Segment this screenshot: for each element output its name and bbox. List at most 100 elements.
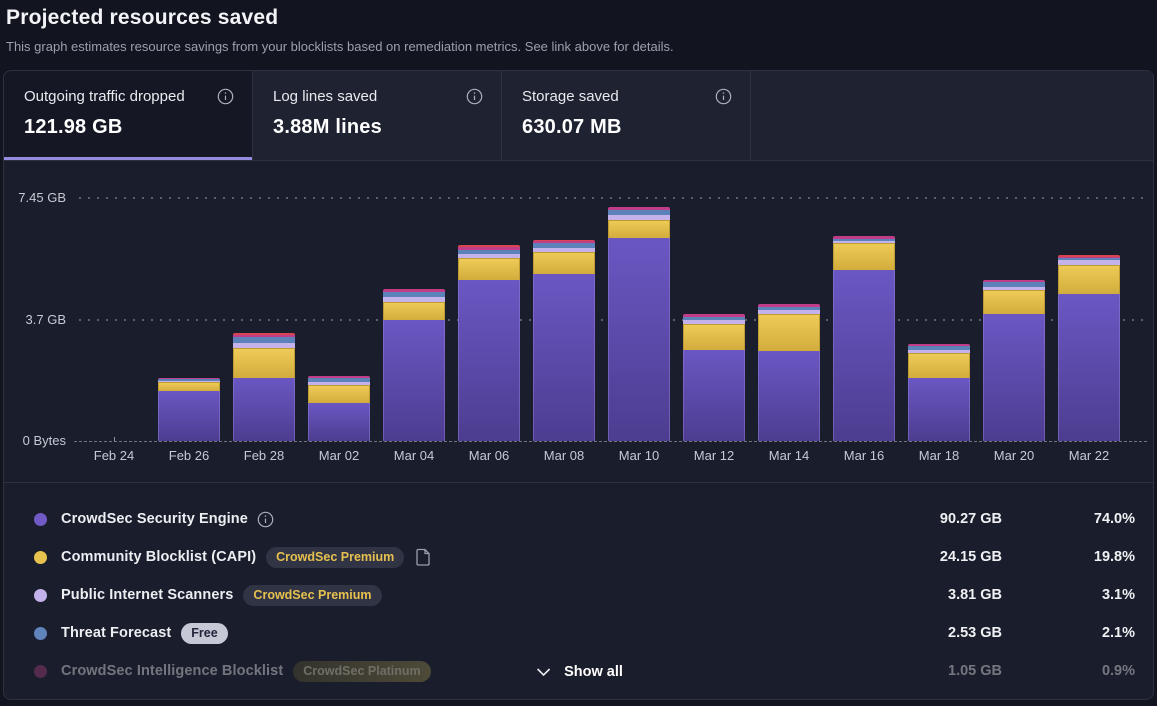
bar-segment[interactable] bbox=[1058, 265, 1120, 294]
bar-mar-08[interactable] bbox=[533, 240, 595, 441]
bar-mar-12[interactable] bbox=[683, 314, 745, 441]
bar-segment[interactable] bbox=[158, 382, 220, 392]
bar-segment[interactable] bbox=[833, 243, 895, 271]
bar-segment[interactable] bbox=[758, 313, 820, 351]
bar-segment[interactable] bbox=[983, 282, 1045, 288]
bar-segment[interactable] bbox=[533, 273, 595, 441]
legend-row-public-internet-scanners[interactable]: Public Internet Scanners CrowdSec Premiu… bbox=[4, 576, 1153, 614]
bar-mar-10[interactable] bbox=[608, 207, 670, 441]
document-icon[interactable] bbox=[416, 548, 431, 566]
bar-segment[interactable] bbox=[458, 254, 520, 258]
legend-color-dot bbox=[34, 664, 47, 678]
bar-segment[interactable] bbox=[983, 313, 1045, 441]
bar-segment[interactable] bbox=[833, 236, 895, 240]
tab-outgoing-traffic-dropped[interactable]: Outgoing traffic dropped 121.98 GB bbox=[4, 71, 253, 160]
bar-segment[interactable] bbox=[383, 291, 445, 297]
bar-segment[interactable] bbox=[1058, 260, 1120, 266]
bar-segment[interactable] bbox=[308, 385, 370, 404]
bar-segment[interactable] bbox=[608, 220, 670, 239]
bar-segment[interactable] bbox=[908, 343, 970, 346]
bar-segment[interactable] bbox=[758, 306, 820, 310]
bar-segment[interactable] bbox=[908, 378, 970, 441]
bar-segment[interactable] bbox=[683, 314, 745, 318]
bar-segment[interactable] bbox=[308, 378, 370, 383]
bar-segment[interactable] bbox=[383, 319, 445, 441]
bar-segment[interactable] bbox=[683, 323, 745, 350]
bar-segment[interactable] bbox=[1058, 293, 1120, 441]
bar-segment[interactable] bbox=[908, 345, 970, 350]
bar-segment[interactable] bbox=[533, 240, 595, 242]
bar-mar-20[interactable] bbox=[983, 280, 1045, 441]
bar-segment[interactable] bbox=[458, 257, 520, 280]
bar-segment[interactable] bbox=[533, 241, 595, 244]
bar-segment[interactable] bbox=[458, 279, 520, 441]
bar-mar-06[interactable] bbox=[458, 245, 520, 441]
bar-segment[interactable] bbox=[533, 247, 595, 253]
x-axis-label: Mar 12 bbox=[693, 448, 735, 463]
bar-segment[interactable] bbox=[608, 215, 670, 221]
bar-segment[interactable] bbox=[458, 247, 520, 251]
bar-segment[interactable] bbox=[758, 309, 820, 314]
bar-segment[interactable] bbox=[608, 207, 670, 211]
bar-segment[interactable] bbox=[608, 238, 670, 441]
bar-segment[interactable] bbox=[233, 378, 295, 441]
bar-segment[interactable] bbox=[158, 391, 220, 441]
info-icon[interactable] bbox=[257, 511, 274, 528]
bar-segment[interactable] bbox=[983, 289, 1045, 314]
info-icon[interactable] bbox=[466, 88, 483, 105]
legend-row-threat-forecast[interactable]: Threat Forecast Free 2.53 GB 2.1% bbox=[4, 614, 1153, 652]
info-icon[interactable] bbox=[217, 88, 234, 105]
tab-log-lines-saved[interactable]: Log lines saved 3.88M lines bbox=[253, 71, 502, 160]
bar-segment[interactable] bbox=[308, 382, 370, 386]
bar-segment[interactable] bbox=[983, 280, 1045, 283]
bar-segment[interactable] bbox=[683, 349, 745, 441]
bar-segment[interactable] bbox=[233, 336, 295, 343]
bar-mar-04[interactable] bbox=[383, 289, 445, 441]
bar-segment[interactable] bbox=[983, 287, 1045, 290]
bar-segment[interactable] bbox=[1058, 258, 1120, 261]
bar-segment[interactable] bbox=[758, 350, 820, 441]
info-icon[interactable] bbox=[715, 88, 732, 105]
bar-segment[interactable] bbox=[158, 377, 220, 380]
bar-segment[interactable] bbox=[308, 376, 370, 379]
bar-mar-02[interactable] bbox=[308, 376, 370, 441]
bar-segment[interactable] bbox=[1058, 255, 1120, 258]
bar-segment[interactable] bbox=[158, 380, 220, 383]
bar-feb-28[interactable] bbox=[233, 333, 295, 441]
bar-segment[interactable] bbox=[683, 317, 745, 320]
bar-segment[interactable] bbox=[233, 342, 295, 348]
bar-segment[interactable] bbox=[458, 250, 520, 255]
bar-segment[interactable] bbox=[383, 296, 445, 302]
bar-segment[interactable] bbox=[1058, 257, 1120, 259]
show-all-button[interactable]: Show all bbox=[534, 657, 623, 687]
bar-segment[interactable] bbox=[233, 347, 295, 379]
tab-storage-saved[interactable]: Storage saved 630.07 MB bbox=[502, 71, 751, 160]
bar-segment[interactable] bbox=[533, 243, 595, 248]
bar-mar-16[interactable] bbox=[833, 236, 895, 441]
bar-segment[interactable] bbox=[833, 239, 895, 242]
bar-segment[interactable] bbox=[533, 252, 595, 274]
bar-mar-22[interactable] bbox=[1058, 255, 1120, 441]
legend-row-community-blocklist[interactable]: Community Blocklist (CAPI) CrowdSec Prem… bbox=[4, 538, 1153, 576]
legend-row-intelligence-blocklist[interactable]: CrowdSec Intelligence Blocklist CrowdSec… bbox=[4, 652, 1153, 690]
bar-mar-18[interactable] bbox=[908, 343, 970, 441]
bar-segment[interactable] bbox=[158, 379, 220, 381]
bar-segment[interactable] bbox=[383, 301, 445, 320]
bar-segment[interactable] bbox=[908, 352, 970, 379]
page-title: Projected resources saved bbox=[6, 6, 279, 29]
bar-feb-26[interactable] bbox=[158, 377, 220, 441]
bar-segment[interactable] bbox=[833, 241, 895, 244]
bar-segment[interactable] bbox=[608, 210, 670, 216]
bar-segment[interactable] bbox=[833, 270, 895, 441]
bar-segment[interactable] bbox=[758, 304, 820, 307]
bar-segment[interactable] bbox=[308, 403, 370, 441]
legend-color-dot bbox=[34, 626, 47, 640]
bar-segment[interactable] bbox=[383, 289, 445, 292]
bar-segment[interactable] bbox=[233, 334, 295, 337]
bar-segment[interactable] bbox=[458, 245, 520, 248]
bar-mar-14[interactable] bbox=[758, 304, 820, 441]
bar-segment[interactable] bbox=[908, 349, 970, 353]
bar-segment[interactable] bbox=[683, 319, 745, 324]
legend-row-security-engine[interactable]: CrowdSec Security Engine 90.27 GB 74.0% bbox=[4, 500, 1153, 538]
bar-segment[interactable] bbox=[233, 333, 295, 335]
